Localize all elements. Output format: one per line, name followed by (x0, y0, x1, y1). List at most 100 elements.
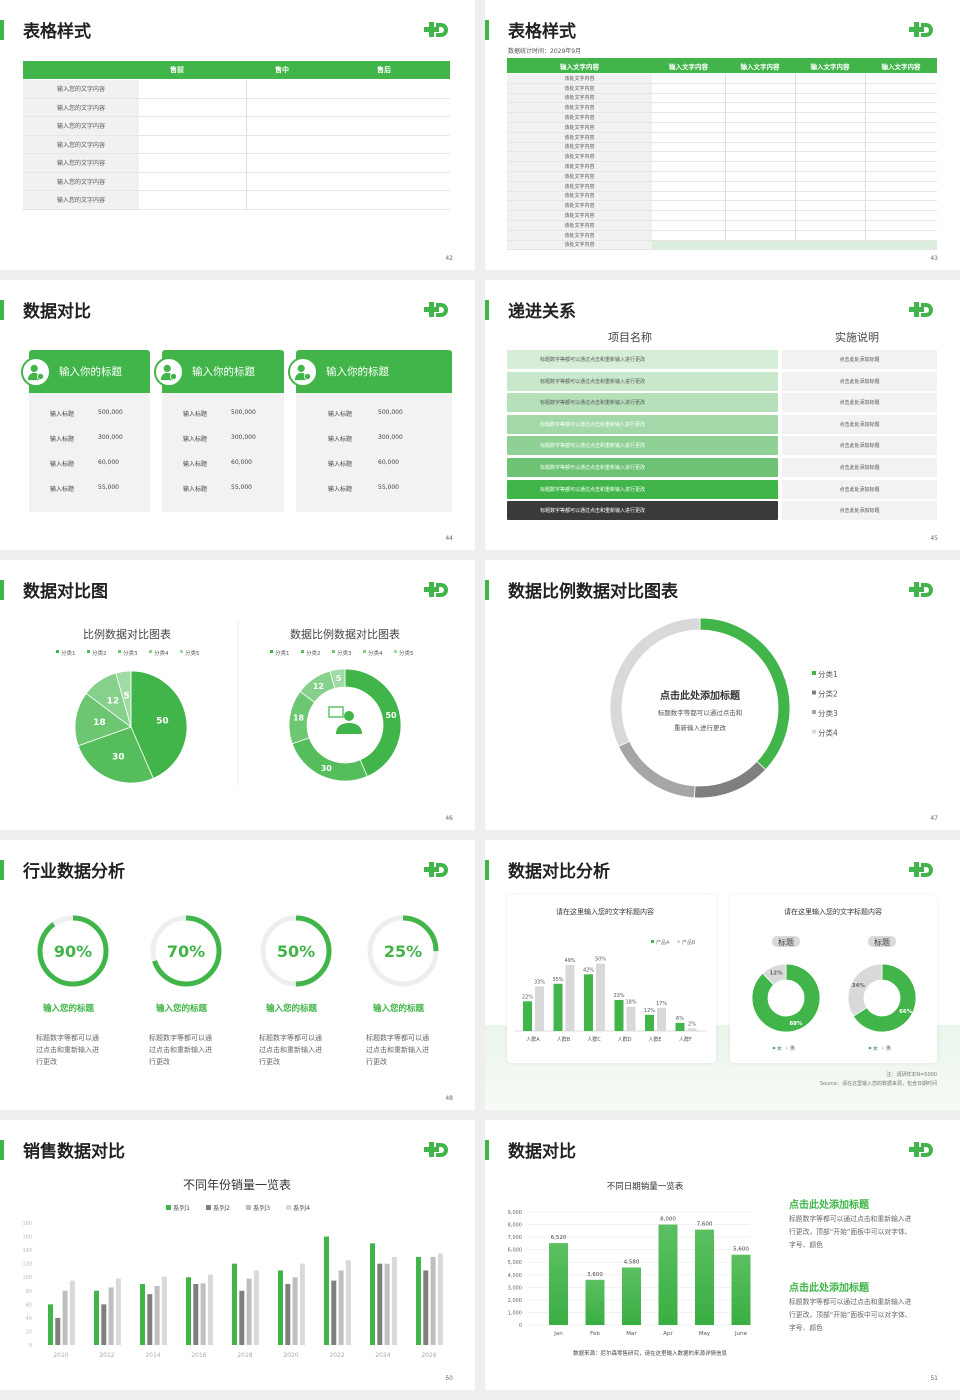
legend-label: 系列3 (253, 1203, 270, 1212)
item-description: 行更改 (366, 1058, 387, 1066)
table-row: 该处文字内容 (507, 132, 937, 143)
column-header: 输入文字内容 (740, 63, 780, 71)
bar-label: 17% (656, 1001, 667, 1007)
table-row: 输入您的文字内容 (23, 191, 450, 210)
card-title: 输入你的标题 (192, 366, 255, 378)
legend-label: 分类5 (399, 649, 414, 657)
user-add-icon (154, 357, 184, 387)
column-header: 售后 (377, 66, 391, 74)
metric-value: 300,000 (98, 434, 123, 441)
plus-d-logo-icon (909, 862, 933, 877)
page-number: 51 (930, 1375, 938, 1382)
center-title: 点击此处添加标题 (660, 689, 741, 702)
legend-label: 女 (777, 1045, 782, 1052)
y-tick-label: 180 (22, 1221, 32, 1227)
slice-女 (852, 963, 917, 1033)
progress-rings: 90% 70% 50% 25% (37, 915, 439, 987)
x-tick-label: 2026 (421, 1352, 436, 1359)
bar (285, 1284, 291, 1345)
bar-label: 5,600 (733, 1247, 749, 1253)
metric-label: 输入标题 (183, 486, 208, 493)
slide-42: 表格样式 42 售前 售中 售后 输入您的文字内容 输入您的文字内容 输入您的文字内容 输入您的… (0, 0, 475, 270)
category-label: 人群F (679, 1036, 692, 1043)
row-label: 输入您的文字内容 (23, 80, 139, 98)
item-description: 标题数字等都可以通 (366, 1034, 429, 1042)
row-label: 该处文字内容 (507, 172, 652, 181)
slice-label: 30 (112, 752, 125, 762)
legend-swatch (301, 650, 304, 653)
legend-label: 分类2 (92, 649, 107, 657)
page-number: 46 (445, 815, 453, 822)
slide-50: 销售数据对比 50 不同年份销量一览表 系列1 系列2 系列3 系列4 0 20 40 60 80 10… (0, 1120, 475, 1390)
row-label: 该处文字内容 (507, 191, 652, 201)
bar (658, 1224, 678, 1325)
slide-46: 数据对比图 46 比例数据对比图表 分类1 分类2 分类3 分类4 分类5 数据比例数据对比图表… (0, 560, 475, 830)
metric-value: 300,000 (378, 434, 403, 441)
bar (384, 1263, 390, 1345)
legend-swatch (812, 690, 816, 695)
category-label: 人群D (618, 1036, 632, 1043)
column-header: 售中 (275, 66, 289, 74)
legend-swatch (56, 650, 59, 653)
table-row: 输入您的文字内容 (23, 154, 450, 173)
bar-label: 3,600 (587, 1272, 603, 1278)
step-note: 点击此处添加标题 (782, 371, 937, 391)
item-description: 行更改 (259, 1058, 280, 1066)
table-row: 输入您的文字内容 (23, 80, 450, 99)
table-row: 该处文字内容 (507, 162, 937, 172)
legend-swatch (363, 650, 366, 653)
row-label: 该处文字内容 (507, 74, 652, 83)
bar (345, 1260, 351, 1345)
progression-step: 标题数字等都可以通过点击和重新输入进行更改 (507, 501, 778, 521)
bar-label: 35% (552, 977, 563, 983)
slide-43: 表格样式 43 数据统计时间：2029年9月 输入文字内容 输入文字内容 输入文字内容 输入… (485, 0, 960, 270)
legend-swatch (812, 710, 816, 714)
block-title: 点击此处添加标题 (789, 1283, 869, 1294)
bar (657, 1008, 666, 1031)
metric-label: 输入标题 (183, 411, 208, 418)
step-text: 标题数字等都可以通过点击和重新输入进行更改 (540, 378, 646, 385)
column-divider (246, 80, 247, 210)
bar-label: 49% (564, 958, 575, 964)
metric-label: 输入标题 (328, 486, 353, 493)
progression-step: 标题数字等都可以通过点击和重新输入进行更改 (507, 458, 778, 477)
column-header-notes: 实施说明 (835, 331, 879, 344)
item-description: 标题数字等都可以通 (259, 1034, 322, 1042)
block-text: 标题数字等都可以通过点击和重新输入进 (789, 1298, 912, 1306)
slide-title: 销售数据对比 (23, 1142, 125, 1162)
metric-value: 55,000 (231, 484, 252, 491)
x-tick-label: Apr (663, 1331, 673, 1337)
category-label: 人群C (587, 1036, 601, 1043)
step-text: 标题数字等都可以通过点击和重新输入进行更改 (540, 400, 646, 407)
legend-label: 产品A (656, 939, 670, 946)
card-title: 输入你的标题 (59, 366, 122, 378)
row-label: 输入您的文字内容 (23, 98, 139, 116)
slice-label: 30 (321, 764, 333, 773)
row-label: 输入您的文字内容 (23, 117, 139, 135)
title-accent-bar (485, 860, 489, 880)
row-label: 该处文字内容 (507, 83, 652, 93)
item-title: 输入您的标题 (43, 1004, 95, 1014)
title-accent-bar (0, 860, 4, 880)
legend-label: 男 (790, 1046, 795, 1052)
title-accent-bar (0, 1140, 4, 1160)
slide-title: 行业数据分析 (23, 862, 125, 882)
title-accent-bar (485, 300, 489, 320)
row-label: 该处文字内容 (507, 221, 652, 230)
y-tick-label: 2,000 (508, 1298, 522, 1304)
bar (523, 1001, 532, 1031)
step-note: 点击此处添加标题 (782, 393, 937, 413)
title-accent-bar (485, 580, 489, 600)
sample-note: 注：调研样本N=5000 (886, 1071, 937, 1078)
card-body: 输入标题 500,000 输入标题 300,000 输入标题 60,000 输入标题 55,0… (162, 393, 284, 512)
title-tag-text: 标题 (778, 937, 794, 947)
bar-chart-card (507, 895, 716, 1063)
bar (115, 1278, 121, 1345)
slice-分类3 (74, 692, 132, 747)
legend-label: 产品B (682, 939, 696, 946)
page-number: 45 (930, 535, 938, 542)
slice-label: 34% (852, 983, 866, 989)
slice-label: 5 (124, 691, 130, 701)
bar (731, 1254, 751, 1325)
slice-分类3 (618, 740, 696, 799)
